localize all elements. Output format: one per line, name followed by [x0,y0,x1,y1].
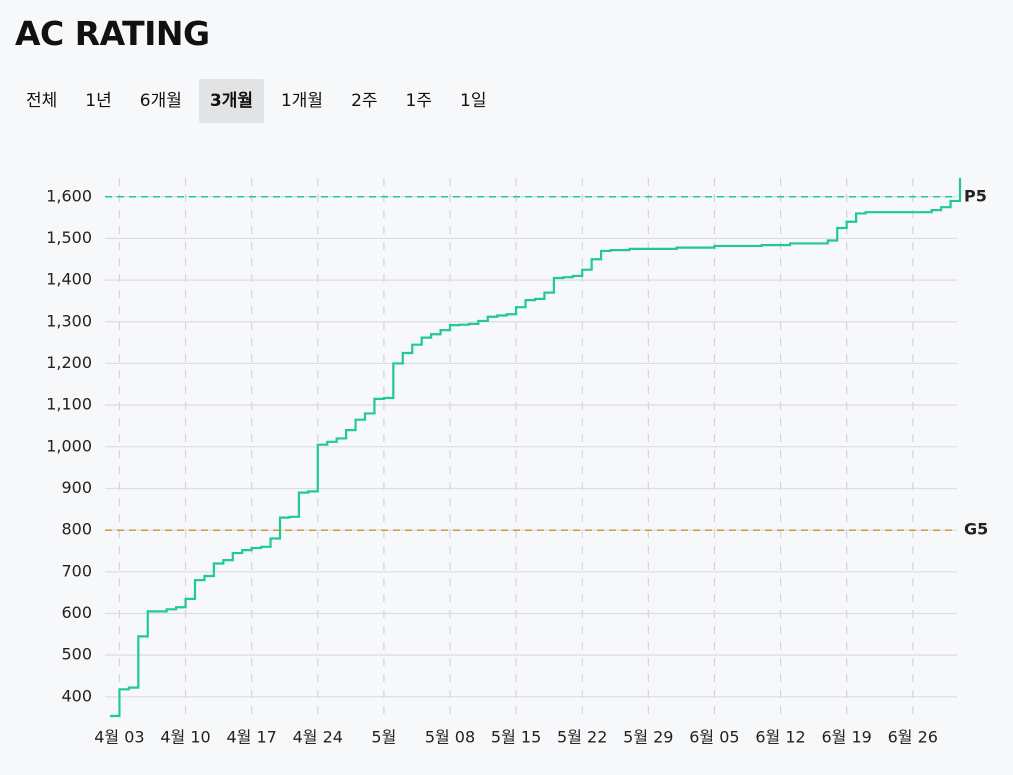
x-tick-label: 5월 [371,728,396,747]
y-tick-label: 500 [61,645,92,664]
x-tick-label: 5월 08 [425,728,475,747]
y-tick-label: 600 [61,603,92,622]
x-tick-label: 4월 24 [293,728,343,747]
x-tick-label: 5월 22 [557,728,607,747]
y-tick-label: 1,300 [46,311,92,330]
range-tab[interactable]: 1개월 [280,91,324,111]
range-tab[interactable]: 전체 [26,91,58,111]
x-tick-label: 5월 29 [623,728,673,747]
range-tabs: 전체 1년 6개월 3개월 1개월 2주 1주 1일 [15,79,497,123]
y-tick-label: 400 [61,686,92,705]
range-tab[interactable]: 1일 [460,91,487,111]
reference-label: P5 [964,186,987,205]
y-tick-label: 1,600 [46,186,92,205]
y-tick-label: 700 [61,561,92,580]
x-tick-label: 6월 12 [755,728,805,747]
x-tick-label: 6월 19 [821,728,871,747]
range-tab[interactable]: 1주 [405,91,433,111]
x-tick-label: 6월 05 [689,728,739,747]
reference-label: G5 [964,520,988,539]
y-tick-label: 1,200 [46,353,92,372]
y-tick-label: 1,500 [46,228,92,247]
x-tick-label: 4월 10 [160,728,210,747]
rating-line [110,178,962,718]
range-tab[interactable]: 1년 [85,91,112,111]
range-tab[interactable]: 3개월 [198,79,264,123]
y-tick-label: 1,100 [46,395,92,414]
y-tick-label: 1,400 [46,270,92,289]
y-tick-label: 1,000 [46,436,92,455]
x-tick-label: 4월 03 [94,728,144,747]
x-tick-label: 6월 26 [888,728,938,747]
range-tab[interactable]: 6개월 [139,91,182,111]
x-tick-label: 5월 15 [491,728,541,747]
x-tick-label: 4월 17 [226,728,276,747]
y-tick-label: 800 [61,520,92,539]
range-tab[interactable]: 2주 [351,91,378,111]
y-tick-label: 900 [61,478,92,497]
page-title: AC RATING [15,14,210,53]
